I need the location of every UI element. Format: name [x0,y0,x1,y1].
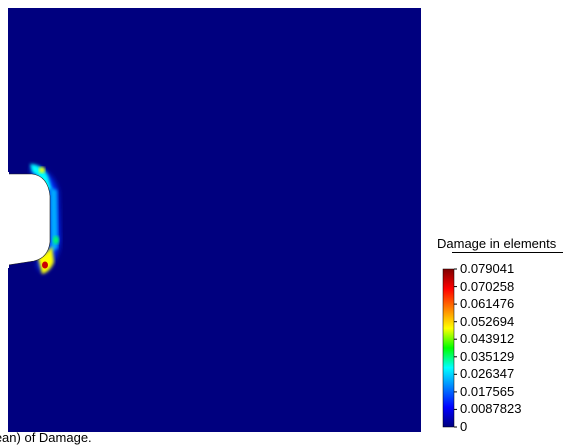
colorbar-ticks [454,268,457,428]
hotspot-lower [38,246,54,274]
colorbar-tick-label: 0.079041 [460,261,515,276]
colorbar-tick-label: 0.035129 [460,349,515,364]
colorbar [442,268,455,428]
plot-caption: Mean) of Damage. [0,430,92,445]
damage-field [8,8,421,432]
hotspot-upper-core [39,167,45,173]
colorbar-title: Damage in elements [437,236,557,251]
colorbar-tick-label: 0.017565 [460,384,515,399]
notch-void [7,173,51,266]
colorbar-tick-label: 0.052694 [460,314,515,329]
hotspot-side-spot [53,236,59,244]
colorbar-tick-label: 0.043912 [460,331,515,346]
colorbar-tick-label: 0.0087823 [460,401,522,416]
colorbar-tick-label: 0.026347 [460,366,515,381]
colorbar-tick-label: 0.070258 [460,279,515,294]
hotspot-lower-core [42,261,48,269]
colorbar-tick-label: 0.061476 [460,296,515,311]
colorbar-title-rule [452,252,563,253]
notch-left-cover [0,172,9,268]
colorbar-tick-label: 0 [460,419,468,434]
